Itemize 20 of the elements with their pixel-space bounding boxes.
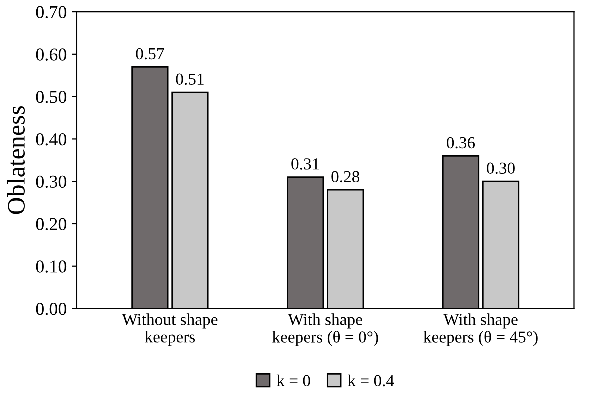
- legend-label: k = 0: [276, 374, 310, 387]
- y-axis-title: Oblateness: [7, 106, 26, 214]
- y-tick-label: 0.70: [36, 6, 67, 19]
- y-tick-label: 0.30: [36, 176, 67, 188]
- data-label: 0.28: [332, 171, 360, 183]
- data-label: 0.36: [447, 137, 476, 149]
- data-label: 0.31: [292, 158, 320, 170]
- x-tick-label: With shape keepers (θ = 45°): [424, 314, 538, 346]
- legend-label: k = 0.4: [348, 374, 394, 387]
- y-tick-label: 0.60: [36, 48, 67, 61]
- y-tick-label: 0.10: [36, 260, 67, 273]
- data-label: 0.30: [487, 162, 515, 174]
- y-tick-label: 0.20: [36, 218, 67, 231]
- y-tick-label: 0.40: [36, 133, 67, 146]
- x-tick-label: Without shape keepers: [122, 314, 218, 346]
- data-label: 0.57: [136, 48, 164, 60]
- y-tick-label: 0.50: [36, 91, 67, 104]
- data-label: 0.51: [176, 74, 204, 86]
- y-tick-label: 0.00: [36, 303, 67, 316]
- x-tick-label: With shape keepers (θ = 0°): [272, 314, 378, 346]
